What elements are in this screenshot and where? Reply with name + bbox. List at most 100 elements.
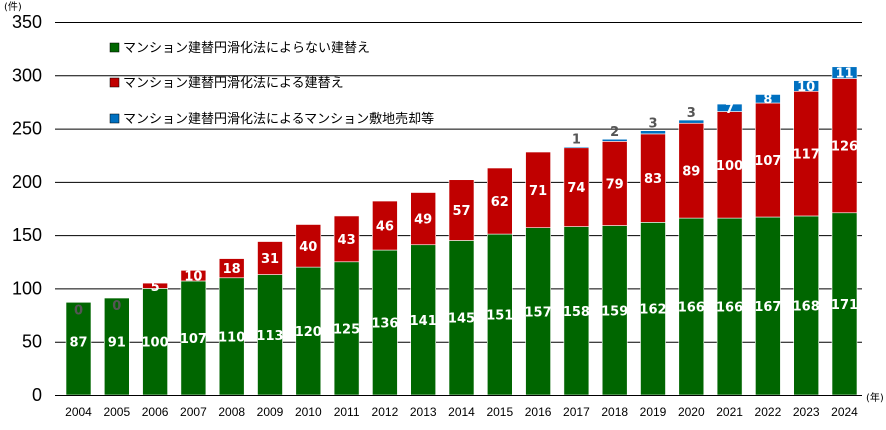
- bar-2012-series-0: [372, 249, 398, 396]
- bar-2013-series-0: [410, 244, 437, 396]
- x-tick-labels: 2004 2005 2006 2007 2008 2009 2010 2011 2012 2013…: [65, 405, 858, 419]
- bar-2019-series-0: [640, 222, 666, 396]
- y-tick-labels: 0 50 100 150 200 250 300 350: [12, 12, 42, 405]
- data-label-2013-series-0: 141: [410, 314, 437, 329]
- data-label-2011-series-0: 125: [333, 322, 360, 337]
- bar-2022-series-1: [755, 102, 781, 218]
- bar-2018-series-0: [601, 225, 628, 396]
- bar-2018-series-1: [601, 141, 628, 226]
- legend-entry-2: マンション建替円滑化法によるマンション敷地売却等: [123, 111, 434, 127]
- data-label-2022-series-1: 107: [754, 154, 781, 169]
- y-tick-label: 350: [12, 12, 42, 32]
- x-tick-label: 2023: [793, 405, 820, 419]
- data-label-2023-series-2: 10: [797, 80, 815, 95]
- x-tick-label: 2016: [525, 405, 552, 419]
- data-label-2012-series-1: 46: [376, 220, 394, 235]
- bar-2016-series-0: [525, 227, 551, 396]
- bar-2008-series-1: [218, 258, 245, 279]
- data-label-2021-series-1: 100: [716, 159, 743, 174]
- bar-2020-series-2: [678, 119, 705, 124]
- bar-2021-series-2: [716, 103, 743, 112]
- x-tick-label: 2007: [180, 405, 207, 419]
- legend-entry-0: マンション建替円滑化法によらない建替え: [123, 41, 370, 56]
- data-label-2023-series-1: 117: [793, 148, 820, 163]
- legend-swatch-0: [109, 42, 120, 53]
- bar-2022-series-2: [755, 94, 781, 104]
- data-label-2014-series-0: 145: [448, 312, 475, 327]
- y-tick-label: 0: [32, 385, 42, 405]
- bar-2004-series-0: [65, 301, 92, 396]
- bar-2017-series-1: [563, 147, 590, 227]
- data-label-2010-series-0: 120: [295, 325, 322, 340]
- legend-entry-1: マンション建替円滑化法による建替え: [123, 76, 344, 91]
- y-tick-label: 200: [12, 172, 42, 192]
- data-label-2019-series-2: 3: [648, 117, 657, 132]
- bar-2019-series-2: [640, 130, 666, 135]
- bar-2017-series-2: [563, 146, 590, 149]
- bar-2023-series-1: [793, 90, 820, 217]
- data-label-2009-series-0: 113: [256, 329, 283, 344]
- data-label-2017-series-2: 1: [572, 133, 581, 148]
- x-tick-label: 2019: [640, 405, 667, 419]
- bar-2015-series-0: [486, 233, 513, 396]
- bar-2009-series-1: [257, 241, 283, 275]
- data-label-2014-series-1: 57: [452, 204, 470, 219]
- data-label-2012-series-0: 136: [371, 317, 398, 332]
- data-label-2021-series-0: 166: [716, 301, 743, 316]
- bar-2018-series-2: [601, 138, 628, 142]
- data-label-2017-series-0: 158: [563, 305, 590, 320]
- x-tick-label: 2015: [486, 405, 513, 419]
- legend-swatch-1: [109, 77, 120, 88]
- bar-2005-series-0: [104, 297, 130, 396]
- data-label-2022-series-0: 167: [754, 300, 781, 315]
- x-tick-label: 2004: [65, 405, 92, 419]
- data-label-2024-series-0: 171: [831, 298, 858, 313]
- bar-2024-series-2: [831, 66, 858, 79]
- bar-2015-series-1: [486, 167, 513, 235]
- data-label-2022-series-2: 8: [763, 93, 772, 108]
- data-labels: 8709101005107101101811331120401254313646…: [69, 67, 858, 351]
- bar-2013-series-1: [410, 192, 437, 246]
- data-label-2024-series-1: 126: [831, 140, 858, 155]
- data-label-2006-series-1: 5: [151, 280, 160, 295]
- bar-2019-series-1: [640, 133, 666, 223]
- data-label-2019-series-1: 83: [644, 172, 662, 187]
- data-label-2018-series-2: 2: [610, 125, 619, 140]
- data-label-2020-series-0: 166: [678, 301, 705, 316]
- y-tick-label: 250: [12, 119, 42, 139]
- bars: [65, 66, 858, 396]
- bar-2023-series-2: [793, 80, 820, 92]
- bar-2017-series-0: [563, 226, 590, 396]
- bar-2007-series-0: [180, 280, 207, 396]
- x-tick-label: 2006: [142, 405, 169, 419]
- data-label-2016-series-0: 157: [525, 305, 552, 320]
- data-label-2008-series-0: 110: [218, 330, 245, 345]
- x-tick-label: 2013: [410, 405, 437, 419]
- x-tick-label: 2014: [448, 405, 475, 419]
- bar-2007-series-1: [180, 270, 207, 282]
- data-label-2024-series-2: 11: [835, 67, 853, 82]
- data-label-2015-series-1: 62: [491, 195, 509, 210]
- data-label-2007-series-1: 10: [184, 270, 202, 285]
- data-label-2021-series-2: 7: [725, 102, 734, 117]
- bar-2011-series-0: [333, 261, 360, 396]
- data-label-2004-series-1: 0: [74, 303, 83, 318]
- data-label-2013-series-1: 49: [414, 213, 432, 228]
- bar-2016-series-1: [525, 151, 551, 228]
- bar-2014-series-1: [448, 179, 475, 241]
- data-label-2005-series-0: 91: [108, 336, 126, 351]
- y-tick-label: 100: [12, 278, 42, 298]
- x-tick-label: 2018: [601, 405, 628, 419]
- bar-2012-series-1: [372, 200, 398, 251]
- data-label-2015-series-0: 151: [486, 309, 513, 324]
- y-tick-label: 300: [12, 65, 42, 85]
- x-tick-label: 2011: [334, 405, 360, 419]
- data-label-2011-series-1: 43: [338, 233, 356, 248]
- y-axis-unit: (件): [4, 1, 22, 13]
- data-label-2020-series-1: 89: [682, 165, 700, 180]
- data-label-2018-series-1: 79: [606, 177, 624, 192]
- x-tick-label: 2009: [257, 405, 284, 419]
- bar-2021-series-1: [716, 111, 743, 219]
- x-tick-label: 2021: [716, 405, 743, 419]
